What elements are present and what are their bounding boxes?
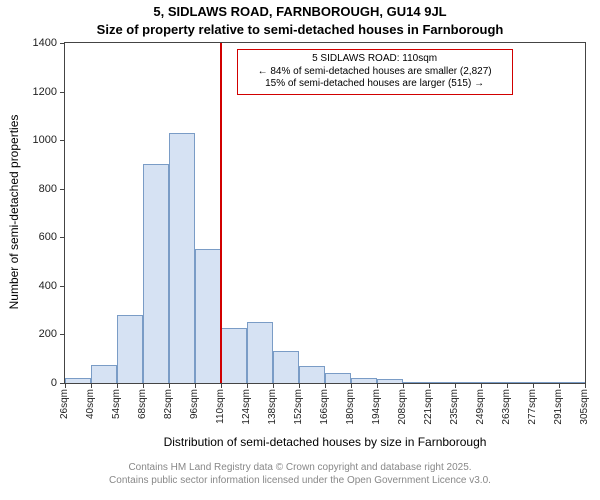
histogram-bar — [117, 315, 143, 383]
xtick-line — [169, 383, 170, 388]
histogram-bar — [559, 382, 585, 383]
xtick-label: 263sqm — [501, 389, 512, 425]
xtick-label: 138sqm — [267, 389, 278, 425]
xtick-line — [91, 383, 92, 388]
ytick-line — [60, 286, 65, 287]
histogram-bar — [377, 379, 403, 383]
xtick-label: 291sqm — [553, 389, 564, 425]
reference-line — [220, 43, 222, 383]
xtick-line — [299, 383, 300, 388]
xtick-line — [533, 383, 534, 388]
ytick-label: 0 — [51, 377, 57, 389]
title-line-2: Size of property relative to semi-detach… — [0, 22, 600, 37]
xtick-line — [455, 383, 456, 388]
xtick-label: 96sqm — [189, 389, 200, 419]
ytick-label: 400 — [39, 280, 57, 292]
xtick-label: 235sqm — [449, 389, 460, 425]
xtick-label: 305sqm — [579, 389, 590, 425]
xtick-label: 194sqm — [371, 389, 382, 425]
xtick-label: 124sqm — [241, 389, 252, 425]
xtick-line — [65, 383, 66, 388]
histogram-bar — [169, 133, 195, 383]
histogram-bar — [533, 382, 559, 383]
xtick-line — [117, 383, 118, 388]
histogram-bar — [507, 382, 533, 383]
histogram-bar — [455, 382, 481, 383]
ytick-line — [60, 237, 65, 238]
title-line-1: 5, SIDLAWS ROAD, FARNBOROUGH, GU14 9JL — [0, 4, 600, 19]
x-axis-label: Distribution of semi-detached houses by … — [65, 435, 585, 449]
xtick-label: 249sqm — [475, 389, 486, 425]
histogram-bar — [429, 382, 455, 383]
xtick-label: 40sqm — [85, 389, 96, 419]
histogram-bar — [221, 328, 247, 383]
ytick-line — [60, 140, 65, 141]
histogram-bar — [325, 373, 351, 383]
xtick-line — [351, 383, 352, 388]
histogram-bar — [299, 366, 325, 383]
ytick-label: 800 — [39, 183, 57, 195]
xtick-label: 277sqm — [527, 389, 538, 425]
histogram-bar — [65, 378, 91, 383]
xtick-line — [377, 383, 378, 388]
xtick-label: 221sqm — [423, 389, 434, 425]
xtick-label: 180sqm — [345, 389, 356, 425]
histogram-bar — [91, 365, 117, 383]
chart-container: 5, SIDLAWS ROAD, FARNBOROUGH, GU14 9JL S… — [0, 0, 600, 500]
xtick-line — [273, 383, 274, 388]
histogram-bar — [247, 322, 273, 383]
histogram-bar — [351, 378, 377, 383]
xtick-label: 152sqm — [293, 389, 304, 425]
xtick-line — [143, 383, 144, 388]
xtick-line — [403, 383, 404, 388]
xtick-line — [559, 383, 560, 388]
annotation-line: 15% of semi-detached houses are larger (… — [244, 78, 506, 91]
xtick-line — [195, 383, 196, 388]
histogram-bar — [273, 351, 299, 383]
y-axis-label: Number of semi-detached properties — [7, 115, 21, 310]
histogram-bar — [403, 382, 429, 383]
xtick-line — [481, 383, 482, 388]
histogram-bar — [481, 382, 507, 383]
histogram-bar — [195, 249, 221, 383]
ytick-line — [60, 189, 65, 190]
ytick-label: 600 — [39, 231, 57, 243]
xtick-label: 54sqm — [111, 389, 122, 419]
xtick-line — [507, 383, 508, 388]
histogram-bar — [143, 164, 169, 383]
ytick-label: 1000 — [33, 134, 57, 146]
xtick-label: 26sqm — [59, 389, 70, 419]
plot-area: Distribution of semi-detached houses by … — [64, 42, 586, 384]
annotation-line: ← 84% of semi-detached houses are smalle… — [244, 66, 506, 79]
ytick-line — [60, 92, 65, 93]
xtick-label: 208sqm — [397, 389, 408, 425]
ytick-label: 200 — [39, 328, 57, 340]
ytick-label: 1400 — [33, 37, 57, 49]
ytick-line — [60, 43, 65, 44]
annotation-box: 5 SIDLAWS ROAD: 110sqm← 84% of semi-deta… — [237, 49, 513, 95]
xtick-label: 166sqm — [319, 389, 330, 425]
xtick-label: 82sqm — [163, 389, 174, 419]
xtick-line — [585, 383, 586, 388]
ytick-label: 1200 — [33, 86, 57, 98]
xtick-label: 110sqm — [215, 389, 226, 424]
xtick-line — [247, 383, 248, 388]
xtick-label: 68sqm — [137, 389, 148, 419]
xtick-line — [429, 383, 430, 388]
xtick-line — [221, 383, 222, 388]
credit: Contains HM Land Registry data © Crown c… — [0, 462, 600, 487]
credit-line-1: Contains HM Land Registry data © Crown c… — [0, 462, 600, 475]
ytick-line — [60, 334, 65, 335]
annotation-line: 5 SIDLAWS ROAD: 110sqm — [244, 53, 506, 66]
xtick-line — [325, 383, 326, 388]
credit-line-2: Contains public sector information licen… — [0, 475, 600, 488]
